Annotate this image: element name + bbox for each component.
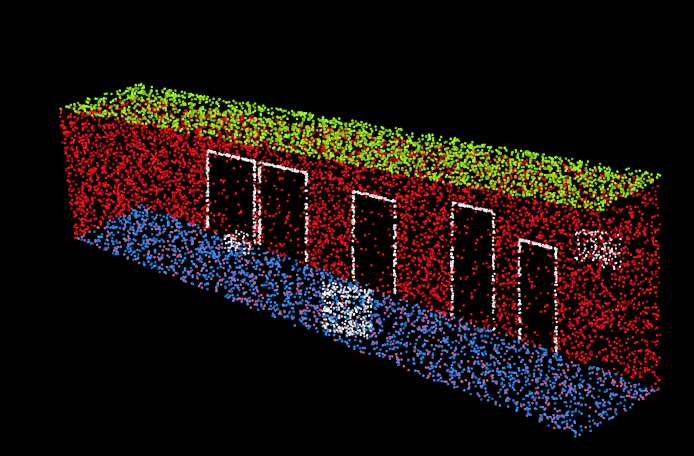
floor-points xyxy=(75,203,659,438)
wall-points xyxy=(58,96,662,390)
ceiling-points xyxy=(59,82,662,212)
door-window-points xyxy=(205,149,622,353)
